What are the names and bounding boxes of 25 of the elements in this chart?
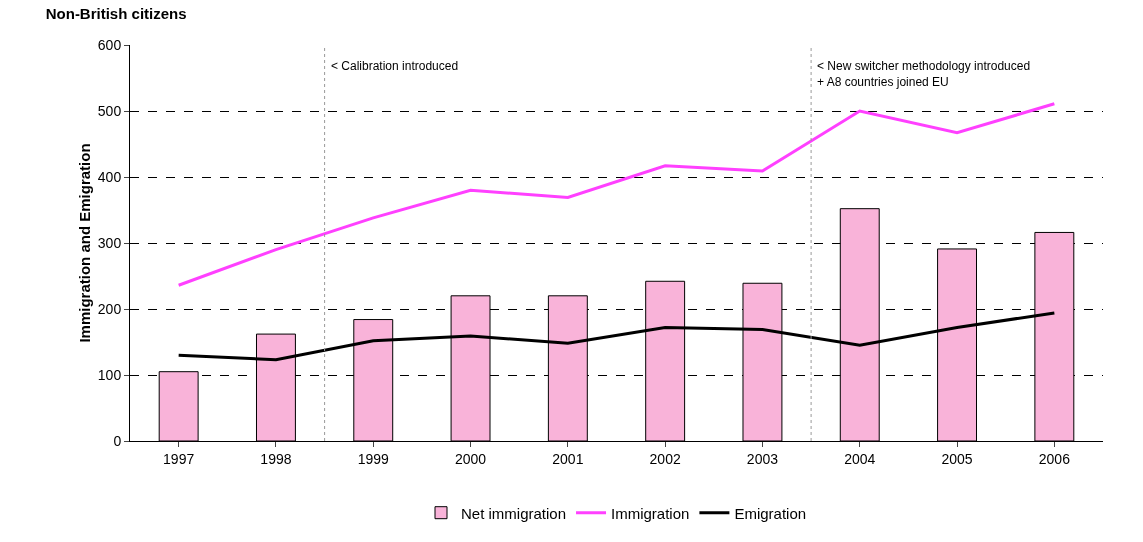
legend-label: Immigration (611, 504, 690, 522)
line-series (177, 102, 1056, 287)
y-tick-label: 500 (97, 102, 122, 119)
x-tick-label: 2005 (941, 450, 973, 467)
y-tick-label: 100 (97, 366, 122, 383)
x-tick-label: 2003 (746, 450, 779, 467)
x-tick-label: 2002 (649, 450, 681, 467)
y-tick-label: 600 (97, 36, 122, 53)
x-tick-label: 2006 (1038, 450, 1071, 467)
legend-label: Net immigration (461, 504, 567, 522)
x-tick-label: 2004 (844, 450, 876, 467)
y-tick-label: 200 (97, 300, 122, 317)
y-axis-title: Immigration and Emigration (76, 143, 93, 343)
legend-label: Emigration (734, 504, 807, 522)
x-tick-label: 2000 (454, 450, 487, 467)
x-tick-label: 1998 (260, 450, 292, 467)
x-tick-label: 2001 (552, 450, 584, 467)
y-tick-label: 0 (113, 432, 122, 449)
x-tick-label: 1999 (357, 450, 390, 467)
y-tick-label: 400 (97, 168, 122, 185)
x-tick-label: 1997 (163, 450, 195, 467)
y-tick-label: 300 (97, 234, 122, 251)
ref-line-label: < New switcher methodology introduced + A8 countries joined EU (817, 59, 1031, 89)
ref-line-label: < Calibration introduced (331, 59, 459, 73)
chart-title: Non-British citizens (45, 4, 187, 22)
